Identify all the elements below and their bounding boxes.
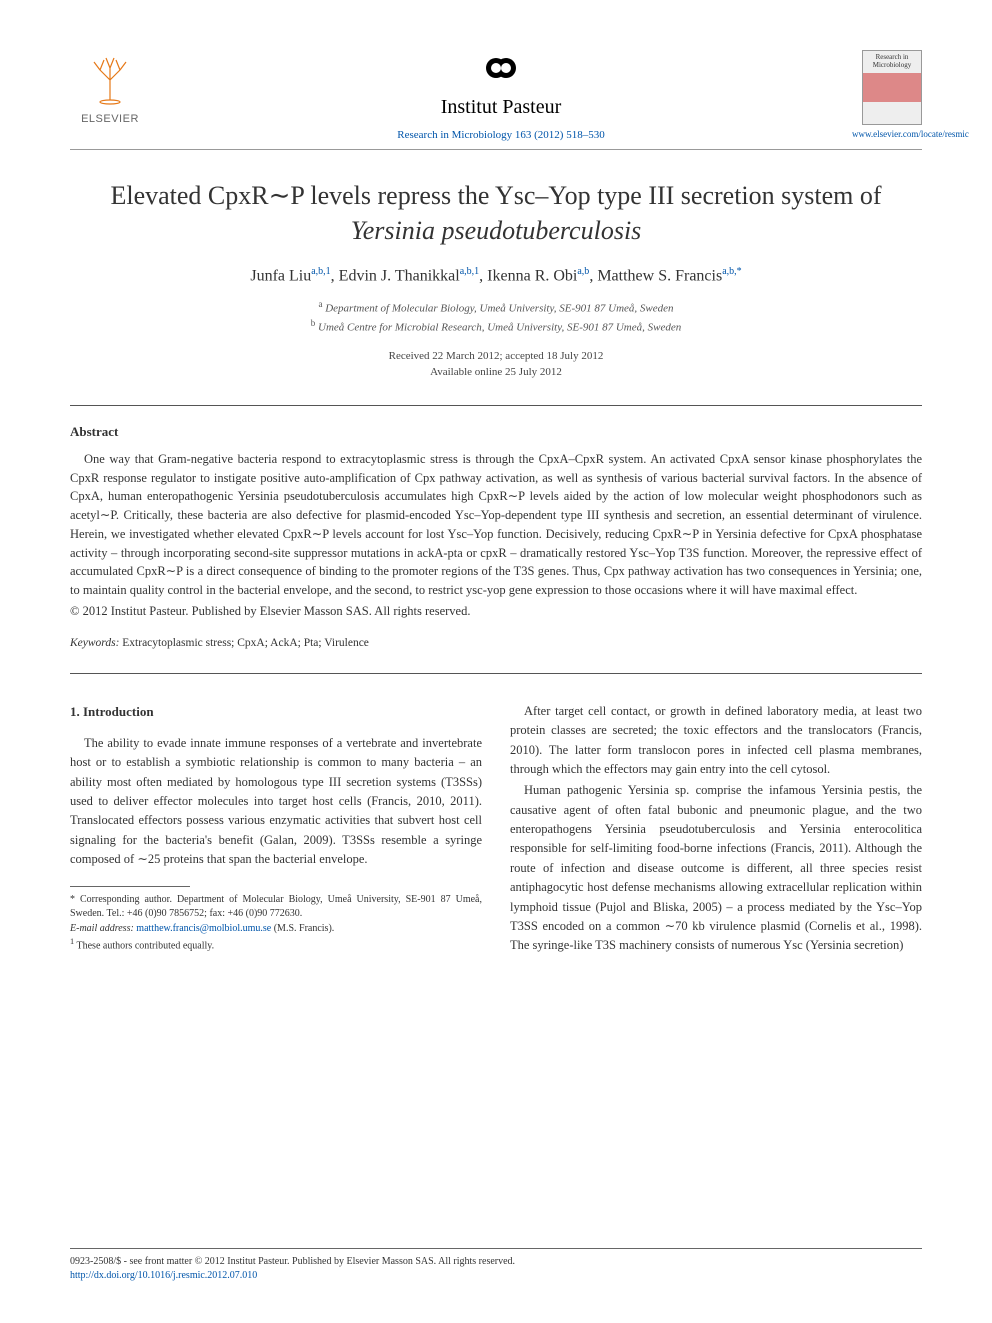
keywords-list: Extracytoplasmic stress; CpxA; AckA; Pta… — [122, 637, 369, 649]
title-line1: Elevated CpxR∼P levels repress the Ysc–Y… — [110, 181, 881, 210]
elsevier-tree-icon — [70, 50, 150, 113]
abstract-section: Abstract One way that Gram-negative bact… — [70, 424, 922, 619]
corresponding-note: * Corresponding author. Department of Mo… — [70, 893, 482, 922]
footer-rights: 0923-2508/$ - see front matter © 2012 In… — [70, 1255, 922, 1269]
body-columns: 1. Introduction The ability to evade inn… — [70, 702, 922, 958]
intro-p2: After target cell contact, or growth in … — [510, 702, 922, 780]
divider — [70, 405, 922, 406]
email-suffix: (M.S. Francis). — [274, 923, 335, 934]
center-header: Institut Pasteur Research in Microbiolog… — [150, 50, 852, 141]
institute-name: Institut Pasteur — [150, 96, 852, 119]
journal-cover: Research in Microbiology www.elsevier.co… — [852, 50, 922, 139]
right-column: After target cell contact, or growth in … — [510, 702, 922, 958]
abstract-body: One way that Gram-negative bacteria resp… — [70, 450, 922, 600]
equal-contribution: 1 These authors contributed equally. — [70, 936, 482, 954]
article-title: Elevated CpxR∼P levels repress the Ysc–Y… — [70, 178, 922, 248]
author-sup: a,b — [577, 266, 589, 277]
cover-thumbnail: Research in Microbiology — [862, 50, 922, 125]
email-line: E-mail address: matthew.francis@molbiol.… — [70, 922, 482, 937]
author-sup: a,b,* — [722, 266, 741, 277]
author: Matthew S. Francis — [597, 268, 722, 285]
available-online: Available online 25 July 2012 — [430, 366, 562, 378]
journal-url[interactable]: www.elsevier.com/locate/resmic — [852, 129, 922, 139]
divider — [70, 149, 922, 150]
author: Edvin J. Thanikkal — [339, 268, 460, 285]
intro-p3: Human pathogenic Yersinia sp. comprise t… — [510, 781, 922, 955]
elsevier-logo: ELSEVIER — [70, 50, 150, 125]
keywords-label: Keywords: — [70, 637, 119, 649]
article-dates: Received 22 March 2012; accepted 18 July… — [70, 348, 922, 381]
page-header: ELSEVIER Institut Pasteur Research in Mi… — [70, 50, 922, 141]
author-sup: a,b,1 — [460, 266, 479, 277]
affiliation-b: Umeå Centre for Microbial Research, Umeå… — [318, 321, 681, 333]
pasteur-logo-icon — [150, 50, 852, 94]
publisher-name: ELSEVIER — [70, 113, 150, 125]
received-accepted: Received 22 March 2012; accepted 18 July… — [389, 350, 604, 362]
citation-line: Research in Microbiology 163 (2012) 518–… — [150, 129, 852, 141]
affiliations: a Department of Molecular Biology, Umeå … — [70, 298, 922, 336]
divider — [70, 673, 922, 674]
abstract-copyright: © 2012 Institut Pasteur. Published by El… — [70, 604, 922, 619]
page-footer: 0923-2508/$ - see front matter © 2012 In… — [70, 1248, 922, 1283]
title-line2: Yersinia pseudotuberculosis — [351, 216, 642, 245]
footnote-divider — [70, 886, 190, 887]
affiliation-a: Department of Molecular Biology, Umeå Un… — [325, 302, 673, 314]
keywords-line: Keywords: Extracytoplasmic stress; CpxA;… — [70, 637, 922, 649]
intro-heading: 1. Introduction — [70, 702, 482, 722]
author: Ikenna R. Obi — [487, 268, 577, 285]
email-label: E-mail address: — [70, 923, 134, 934]
author-list: Junfa Liua,b,1, Edvin J. Thanikkala,b,1,… — [70, 266, 922, 285]
abstract-heading: Abstract — [70, 424, 922, 440]
email-address[interactable]: matthew.francis@molbiol.umu.se — [136, 923, 271, 934]
author-sup: a,b,1 — [311, 266, 330, 277]
left-column: 1. Introduction The ability to evade inn… — [70, 702, 482, 958]
author: Junfa Liu — [250, 268, 311, 285]
doi-link[interactable]: http://dx.doi.org/10.1016/j.resmic.2012.… — [70, 1269, 922, 1283]
footnotes: * Corresponding author. Department of Mo… — [70, 893, 482, 954]
intro-p1: The ability to evade innate immune respo… — [70, 734, 482, 870]
